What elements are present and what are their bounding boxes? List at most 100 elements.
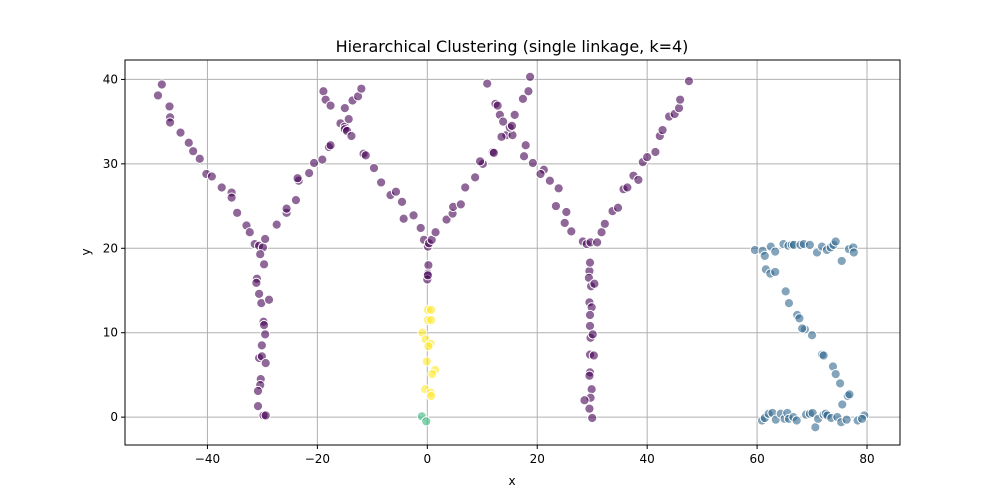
cluster-0-point xyxy=(175,127,186,138)
cluster-0-point xyxy=(587,329,598,340)
cluster-0-point xyxy=(422,270,433,281)
cluster-0-point xyxy=(588,350,599,361)
cluster-1-point xyxy=(810,422,821,433)
cluster-0-point xyxy=(226,192,237,203)
cluster-0-point xyxy=(496,131,507,142)
cluster-3-point xyxy=(423,341,434,352)
cluster-0-point xyxy=(527,157,538,169)
cluster-0-point xyxy=(255,249,266,260)
cluster-1-point xyxy=(770,266,781,278)
plot-frame xyxy=(124,59,901,446)
x-tick-label: −40 xyxy=(195,452,220,466)
cluster-1-point xyxy=(818,350,829,361)
cluster-1-point xyxy=(759,250,770,261)
y-tick-label: 30 xyxy=(103,157,118,171)
cluster-1-point xyxy=(804,239,815,251)
x-tick-label: −20 xyxy=(305,452,330,466)
cluster-0-point xyxy=(164,101,175,112)
cluster-0-point xyxy=(673,103,685,114)
cluster-0-point xyxy=(260,410,271,421)
cluster-3-point xyxy=(427,368,438,380)
cluster-0-point xyxy=(498,116,509,127)
cluster-0-point xyxy=(657,124,668,136)
x-tick-label: 80 xyxy=(859,452,874,466)
cluster-0-point xyxy=(356,83,367,94)
cluster-0-point xyxy=(566,226,577,237)
y-axis-ticks: 0 10 20 30 40 xyxy=(103,72,125,424)
cluster-0-point xyxy=(509,109,520,120)
cluster-0-point xyxy=(683,76,695,87)
cluster-0-point xyxy=(216,182,227,193)
cluster-0-point xyxy=(318,86,329,97)
chart-title: Hierarchical Clustering (single linkage,… xyxy=(336,37,689,56)
cluster-0-point xyxy=(396,196,408,207)
cluster-1-point xyxy=(848,247,859,258)
cluster-1-point xyxy=(841,414,852,425)
cluster-0-point xyxy=(524,71,536,82)
cluster-0-point xyxy=(281,203,292,214)
cluster-3-point xyxy=(421,356,432,367)
cluster-0-point xyxy=(518,151,530,162)
x-axis-label: x xyxy=(508,474,515,488)
cluster-0-point xyxy=(460,182,471,193)
cluster-0-point xyxy=(263,294,275,305)
x-tick-label: 20 xyxy=(530,452,545,466)
cluster-0-point xyxy=(260,233,271,245)
x-tick-label: 60 xyxy=(749,452,764,466)
cluster-0-point xyxy=(559,217,570,229)
cluster-0-point xyxy=(553,183,564,194)
cluster-0-point xyxy=(474,156,486,167)
x-tick-label: 0 xyxy=(423,452,431,466)
cluster-0-point xyxy=(642,151,653,163)
cluster-3-point xyxy=(426,314,437,326)
cluster-0-point xyxy=(360,150,371,161)
cluster-1-point xyxy=(837,399,848,410)
cluster-1-point xyxy=(794,313,805,324)
cluster-1-point xyxy=(830,236,841,247)
cluster-0-point xyxy=(650,146,661,158)
cluster-0-point xyxy=(561,206,572,218)
cluster-1-point xyxy=(791,415,802,426)
cluster-1-point xyxy=(834,378,846,389)
cluster-0-point xyxy=(584,403,595,414)
cluster-0-point xyxy=(368,162,380,174)
cluster-0-point xyxy=(232,207,243,218)
cluster-1-point xyxy=(856,413,868,424)
cluster-0-point xyxy=(343,114,354,125)
cluster-0-point xyxy=(622,182,633,193)
cluster-0-point xyxy=(675,94,686,105)
x-tick-label: 40 xyxy=(640,452,655,466)
cluster-0-point xyxy=(592,237,603,248)
cluster-0-point xyxy=(398,213,409,224)
cluster-1-point xyxy=(830,368,841,380)
cluster-1-point xyxy=(770,246,781,257)
cluster-1-point xyxy=(844,389,855,400)
cluster-0-point xyxy=(544,175,555,186)
cluster-0-point xyxy=(346,130,357,142)
cluster-3-point xyxy=(426,390,437,402)
cluster-0-point xyxy=(260,329,271,340)
y-tick-label: 40 xyxy=(103,72,118,86)
cluster-0-point xyxy=(260,358,271,369)
cluster-0-point xyxy=(251,277,262,288)
cluster-0-point xyxy=(430,227,441,238)
cluster-1-point xyxy=(806,330,818,341)
cluster-0-point xyxy=(194,153,205,164)
cluster-0-point xyxy=(586,384,597,395)
cluster-2-point xyxy=(421,416,432,427)
cluster-1-point xyxy=(797,323,808,334)
cluster-0-point xyxy=(441,214,452,225)
cluster-0-point xyxy=(256,340,267,351)
cluster-0-point xyxy=(156,79,167,90)
cluster-0-point xyxy=(584,257,596,268)
x-axis-ticks: −40 −20 0 20 40 60 80 xyxy=(195,445,875,466)
cluster-0-point xyxy=(292,173,303,184)
cluster-3-point xyxy=(426,304,437,316)
cluster-0-point xyxy=(252,401,264,412)
cluster-1-point xyxy=(836,255,847,267)
cluster-0-point xyxy=(390,186,402,197)
cluster-0-point xyxy=(506,120,518,131)
cluster-0-point xyxy=(599,218,610,229)
cluster-0-point xyxy=(164,117,176,128)
data-points xyxy=(152,71,870,433)
